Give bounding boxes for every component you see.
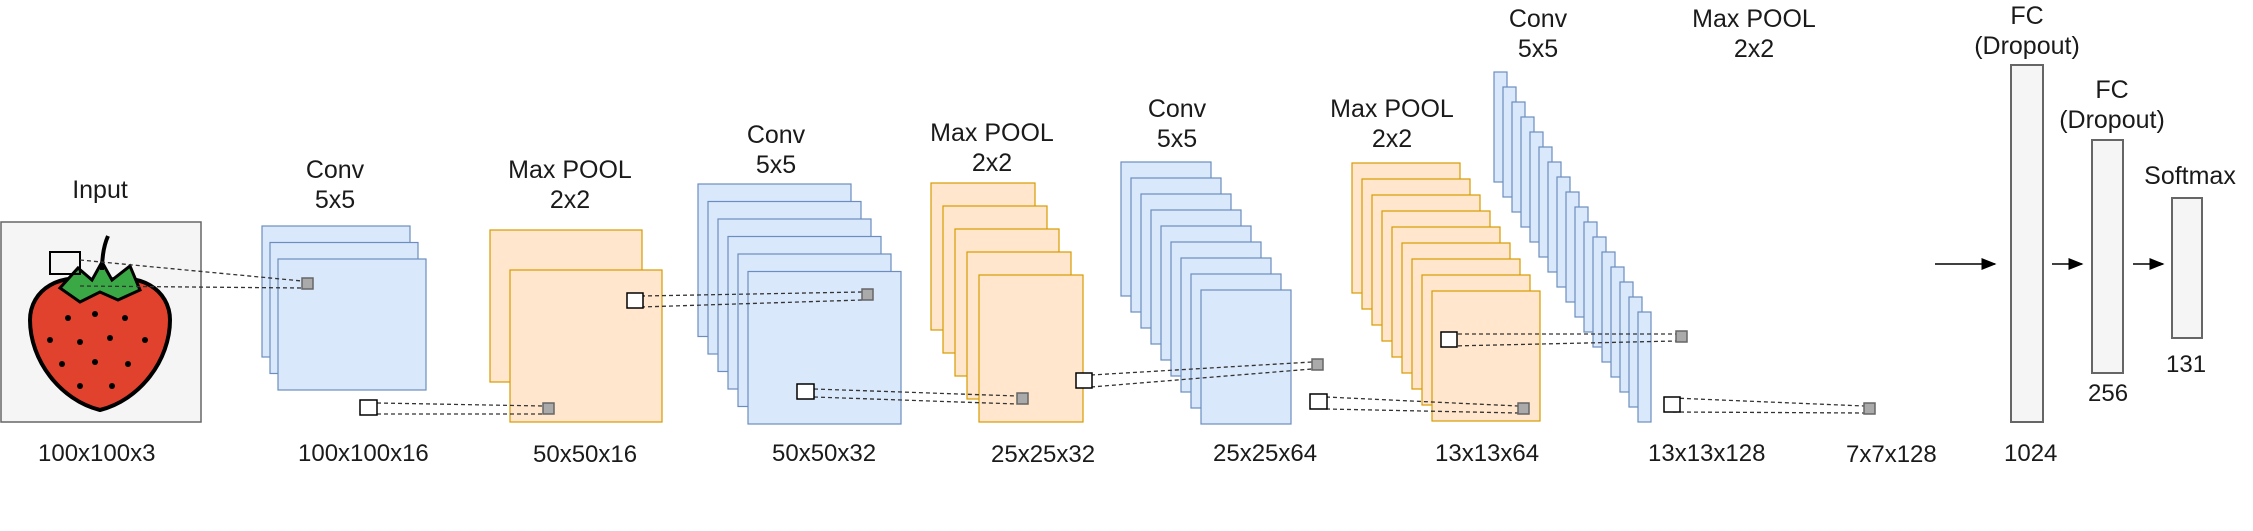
conv1-feature-map — [277, 258, 427, 391]
stage-title-pool2: Max POOL 2x2 — [930, 119, 1054, 177]
stage-size-fc1: 1024 — [2004, 440, 2058, 467]
output-unit — [1675, 330, 1688, 343]
layer-stacks — [261, 71, 1652, 425]
stage-title-fc2: FC (Dropout) — [2059, 76, 2165, 134]
stage-size-pool1: 50x50x16 — [533, 441, 638, 468]
stage-title-conv4: Conv 5x5 — [1508, 5, 1568, 63]
stage-title-input: Input — [72, 176, 128, 204]
conv2-feature-map — [747, 270, 902, 425]
input-patch — [49, 251, 81, 275]
source-patch — [1440, 331, 1458, 348]
output-unit — [1863, 402, 1876, 415]
stage-size-conv4: 13x13x128 — [1648, 440, 1766, 467]
stage-size-pool3: 13x13x64 — [1435, 440, 1540, 467]
output-unit — [1016, 392, 1029, 405]
stage-size-conv1: 100x100x16 — [298, 440, 429, 467]
source-patch — [626, 292, 644, 309]
pool3-feature-map — [1431, 290, 1541, 422]
strawberry-icon — [27, 235, 173, 413]
source-patch — [796, 383, 815, 400]
pool2-feature-map — [978, 274, 1084, 423]
stage-title-conv1: Conv 5x5 — [305, 156, 365, 214]
stage-title-conv3: Conv 5x5 — [1147, 95, 1207, 153]
source-patch — [1075, 372, 1093, 389]
fc2-layer — [2091, 139, 2124, 374]
stage-size-conv2: 50x50x32 — [772, 440, 877, 467]
conv4-feature-map — [1637, 311, 1652, 423]
output-unit — [1517, 402, 1530, 415]
source-patch — [1309, 393, 1328, 410]
stage-title-fc1: FC (Dropout) — [1974, 2, 2080, 60]
output-unit — [301, 277, 314, 290]
source-patch — [359, 399, 378, 416]
stage-size-pool2: 25x25x32 — [991, 441, 1096, 468]
stage-title-conv2: Conv 5x5 — [746, 121, 806, 179]
softmax-layer — [2171, 197, 2203, 339]
stage-title-pool4: Max POOL 2x2 — [1692, 5, 1816, 63]
stage-size-softmax: 131 — [2166, 351, 2207, 378]
stage-size-conv3: 25x25x64 — [1213, 440, 1318, 467]
source-patch — [1663, 396, 1681, 413]
stage-size-fc2: 256 — [2088, 380, 2129, 407]
stage-title-pool1: Max POOL 2x2 — [508, 156, 632, 214]
output-unit — [861, 288, 874, 301]
stage-title-pool3: Max POOL 2x2 — [1330, 95, 1454, 153]
patch-markers — [301, 277, 1876, 416]
stage-size-pool4: 7x7x128 — [1846, 441, 1937, 468]
connection-lines — [79, 259, 1865, 415]
fc1-layer — [2010, 64, 2044, 423]
stage-size-input: 100x100x3 — [38, 440, 156, 467]
output-unit — [1311, 358, 1324, 371]
output-unit — [542, 402, 555, 415]
stage-title-softmax: Softmax — [2144, 162, 2236, 190]
conv3-feature-map — [1200, 289, 1292, 425]
